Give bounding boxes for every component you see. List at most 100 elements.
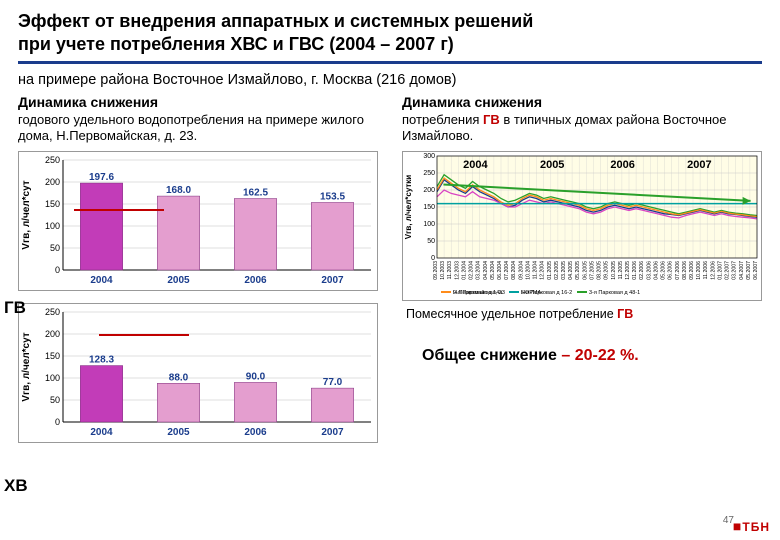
- svg-text:128.3: 128.3: [89, 354, 114, 365]
- svg-text:06.2005: 06.2005: [582, 260, 588, 279]
- svg-text:2007: 2007: [687, 159, 711, 171]
- svg-text:3-я Парковая д 48-1: 3-я Парковая д 48-1: [589, 290, 640, 296]
- svg-text:2004: 2004: [90, 427, 113, 438]
- svg-text:250: 250: [45, 155, 60, 165]
- svg-text:153.5: 153.5: [320, 191, 345, 202]
- svg-text:05.2004: 05.2004: [490, 260, 496, 279]
- svg-text:300: 300: [423, 153, 435, 160]
- svg-text:2004: 2004: [90, 275, 113, 286]
- svg-text:2006: 2006: [244, 427, 267, 438]
- right-subtext: потребления ГВ в типичных домах района В…: [402, 112, 762, 145]
- svg-text:2007: 2007: [321, 275, 344, 286]
- logo: ■ТБН: [733, 518, 770, 534]
- svg-text:90.0: 90.0: [246, 371, 266, 382]
- svg-text:11.2006: 11.2006: [703, 260, 709, 278]
- svg-text:06.2007: 06.2007: [753, 260, 759, 279]
- svg-text:10.2006: 10.2006: [696, 260, 702, 279]
- overall-reduction: Общее снижение – 20-22 %.: [422, 347, 762, 365]
- svg-text:03.2006: 03.2006: [646, 260, 652, 279]
- svg-text:07.2005: 07.2005: [589, 260, 595, 279]
- svg-text:05.2007: 05.2007: [746, 260, 752, 279]
- hv-bar-chart: 050100150200250Vгв, л/чел*сут128.3200488…: [18, 303, 378, 443]
- svg-text:07.2004: 07.2004: [504, 260, 510, 279]
- title-underline: [18, 61, 762, 64]
- slide-title: Эффект от внедрения аппаратных и системн…: [18, 10, 762, 55]
- svg-text:150: 150: [45, 351, 60, 361]
- svg-text:Vгв, л/чел*сут: Vгв, л/чел*сут: [21, 332, 32, 402]
- svg-text:08.2005: 08.2005: [597, 260, 603, 279]
- svg-text:77.0: 77.0: [323, 377, 343, 388]
- svg-text:50: 50: [50, 243, 60, 253]
- svg-text:04.2004: 04.2004: [483, 260, 489, 279]
- red-trend-line-gv: [74, 209, 164, 211]
- svg-text:200: 200: [45, 329, 60, 339]
- svg-text:150: 150: [423, 204, 435, 211]
- svg-text:0: 0: [55, 265, 60, 275]
- svg-text:168.0: 168.0: [166, 185, 191, 196]
- right-heading: Динамика снижения: [402, 94, 762, 110]
- left-subtext: годового удельного водопотребления на пр…: [18, 112, 392, 145]
- svg-text:2007: 2007: [321, 427, 344, 438]
- svg-text:0: 0: [55, 417, 60, 427]
- svg-text:05.2005: 05.2005: [575, 260, 581, 279]
- svg-text:01.2007: 01.2007: [717, 260, 723, 279]
- svg-text:10.2003: 10.2003: [440, 260, 446, 279]
- svg-text:11.2004: 11.2004: [533, 260, 539, 278]
- monthly-line-chart: 0 50 100 150 200 250 300 09.200310.200311.2003 1…: [402, 151, 762, 301]
- svg-text:0: 0: [431, 255, 435, 262]
- svg-text:Н.Первомайская, 23: Н.Первомайская, 23: [453, 289, 505, 296]
- svg-text:200: 200: [45, 177, 60, 187]
- svg-text:09.2005: 09.2005: [604, 260, 610, 279]
- svg-text:2005: 2005: [167, 275, 190, 286]
- svg-text:2005: 2005: [167, 427, 190, 438]
- svg-text:03.2007: 03.2007: [732, 260, 738, 279]
- svg-text:05.2006: 05.2006: [661, 260, 667, 279]
- svg-text:01.2006: 01.2006: [632, 260, 638, 279]
- svg-text:88.0: 88.0: [169, 372, 189, 383]
- svg-text:01.2004: 01.2004: [461, 260, 467, 279]
- gv-red-label: ГВ: [483, 112, 500, 127]
- svg-text:50: 50: [427, 238, 435, 245]
- svg-text:04.2006: 04.2006: [653, 260, 659, 279]
- svg-text:03.2004: 03.2004: [476, 260, 482, 279]
- svg-text:06.2004: 06.2004: [497, 260, 503, 279]
- svg-text:250: 250: [423, 170, 435, 177]
- title-line-2: при учете потребления ХВС и ГВС (2004 – …: [18, 34, 454, 54]
- svg-text:10.2004: 10.2004: [525, 260, 531, 279]
- svg-text:200: 200: [423, 187, 435, 194]
- svg-text:11.2003: 11.2003: [447, 260, 453, 278]
- svg-text:Vгв, л/чел*сутки: Vгв, л/чел*сутки: [404, 174, 413, 239]
- svg-text:11.2005: 11.2005: [618, 260, 624, 278]
- svg-text:250: 250: [45, 307, 60, 317]
- left-heading: Динамика снижения: [18, 94, 392, 110]
- svg-text:162.5: 162.5: [243, 187, 268, 198]
- svg-text:2006: 2006: [610, 159, 634, 171]
- svg-text:08.2006: 08.2006: [682, 260, 688, 279]
- svg-text:02.2004: 02.2004: [469, 260, 475, 279]
- svg-text:09.2004: 09.2004: [518, 260, 524, 279]
- svg-text:150: 150: [45, 199, 60, 209]
- svg-text:04.2005: 04.2005: [568, 260, 574, 279]
- svg-text:100: 100: [423, 221, 435, 228]
- svg-text:08.2004: 08.2004: [511, 260, 517, 279]
- svg-text:09.2003: 09.2003: [433, 260, 439, 279]
- svg-text:2004: 2004: [463, 159, 488, 171]
- title-line-1: Эффект от внедрения аппаратных и системн…: [18, 11, 533, 31]
- svg-text:100: 100: [45, 221, 60, 231]
- svg-text:2005: 2005: [540, 159, 564, 171]
- svg-text:50: 50: [50, 395, 60, 405]
- subtitle: на примере района Восточное Измайлово, г…: [18, 72, 762, 88]
- svg-text:2006: 2006: [244, 275, 267, 286]
- svg-text:07.2006: 07.2006: [675, 260, 681, 279]
- svg-text:10.2005: 10.2005: [611, 260, 617, 279]
- svg-text:12.2004: 12.2004: [540, 260, 546, 279]
- gv-bar-chart: 0 50 100 150 200 250 Vгв, л/чел*сут 197.6 2004 16…: [18, 151, 378, 291]
- svg-text:197.6: 197.6: [89, 172, 114, 183]
- svg-text:03.2005: 03.2005: [561, 260, 567, 279]
- side-label-gv: ГВ: [4, 298, 26, 318]
- svg-text:Vгв, л/чел*сут: Vгв, л/чел*сут: [21, 180, 32, 250]
- svg-text:НОРМА: НОРМА: [521, 290, 541, 296]
- right-caption: Помесячное удельное потребление ГВ: [406, 307, 762, 321]
- svg-text:01.2005: 01.2005: [547, 260, 553, 279]
- svg-text:12.2005: 12.2005: [625, 260, 631, 279]
